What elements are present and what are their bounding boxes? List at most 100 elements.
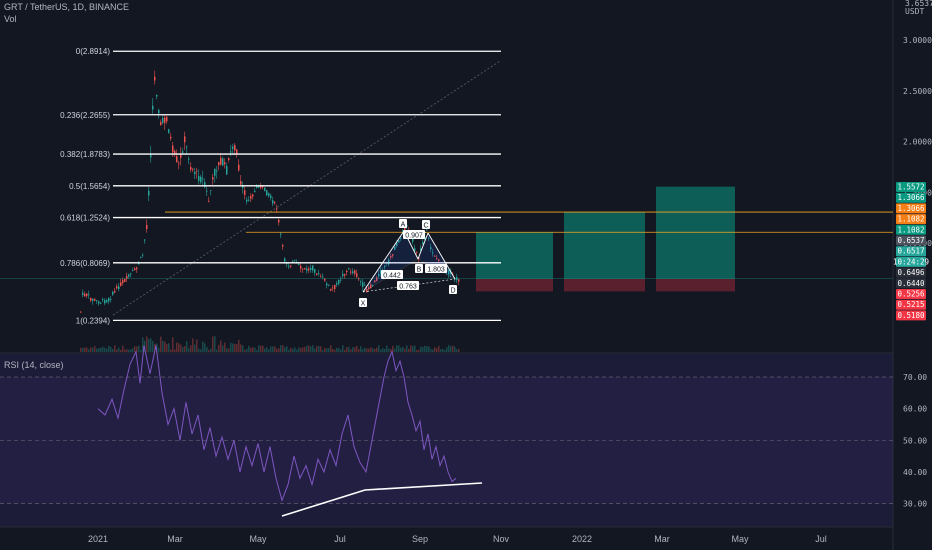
price-tag-box xyxy=(896,310,926,321)
volume-bar xyxy=(404,348,406,352)
candle-body xyxy=(326,283,328,286)
candle-body xyxy=(146,224,148,230)
volume-bar xyxy=(220,340,222,352)
candle-body xyxy=(260,185,262,188)
volume-bar xyxy=(396,345,398,352)
volume-bar xyxy=(118,347,120,352)
candle-body xyxy=(422,242,424,245)
volume-bar xyxy=(236,344,238,352)
volume-bar xyxy=(226,347,228,352)
volume-bar xyxy=(174,349,176,352)
candle-body xyxy=(132,270,134,271)
volume-bar xyxy=(316,346,318,352)
candle-body xyxy=(102,299,104,301)
pattern-xd-line xyxy=(362,278,456,293)
volume-bar xyxy=(388,348,390,352)
price-tag-label: 1.3066 xyxy=(897,204,925,213)
volume-bar xyxy=(82,347,84,352)
volume-bar xyxy=(344,349,346,352)
volume-bar xyxy=(242,345,244,352)
candle-body xyxy=(398,240,400,243)
pattern-ratio-box xyxy=(425,264,447,273)
candle-body xyxy=(196,170,198,172)
volume-bar xyxy=(150,338,152,352)
candle-body xyxy=(114,290,116,293)
stop-loss-zone xyxy=(656,278,735,292)
volume-bar xyxy=(342,345,344,352)
volume-bar xyxy=(262,345,264,352)
price-tag-label: 0.5256 xyxy=(897,290,925,299)
candle-body xyxy=(338,280,340,284)
candle-body xyxy=(170,136,172,139)
candle-body xyxy=(144,239,146,241)
candle-body xyxy=(122,280,124,284)
volume-bar xyxy=(122,345,124,352)
candle-body xyxy=(458,279,460,282)
volume-bar xyxy=(400,347,402,352)
candle-body xyxy=(166,116,168,122)
candle-body xyxy=(158,109,160,114)
volume-bar xyxy=(158,347,160,352)
volume-bar xyxy=(434,347,436,352)
candle-body xyxy=(238,164,240,171)
pattern-leg xyxy=(427,232,456,280)
rsi-line xyxy=(97,345,457,503)
price-tag-label: 10:24:29 xyxy=(893,257,929,266)
volume-bar xyxy=(164,341,166,352)
candle-body xyxy=(414,248,416,251)
candle-body xyxy=(222,158,224,166)
volume-bar xyxy=(276,348,278,352)
volume-bar xyxy=(424,345,426,352)
volume-bar xyxy=(350,349,352,352)
candle-body xyxy=(272,200,274,204)
volume-bar xyxy=(418,349,420,352)
fib-trend-diagonal xyxy=(112,60,501,316)
volume-bar xyxy=(370,347,372,352)
rsi-divergence-trendline xyxy=(281,482,483,517)
candle-body xyxy=(318,273,320,274)
candle-body xyxy=(190,167,192,170)
volume-bar xyxy=(132,347,134,352)
fib-level-label: 0.786(0.8069) xyxy=(60,259,110,268)
candle-body xyxy=(200,176,202,183)
volume-bar xyxy=(208,349,210,352)
candle-body xyxy=(110,299,112,301)
fibonacci-levels: 0(2.8914) 0.236(2.2655) 0.382(1.8783) 0.5(1… xyxy=(60,47,501,325)
volume-bar xyxy=(340,349,342,352)
candle-body xyxy=(92,298,94,301)
volume-bar xyxy=(222,345,224,352)
candle-body xyxy=(142,254,144,256)
volume-bar xyxy=(384,348,386,352)
volume-bar xyxy=(452,345,454,352)
candle-body xyxy=(374,280,376,283)
take-profit-zone xyxy=(564,212,645,279)
volume-bar xyxy=(148,338,150,352)
candle-body xyxy=(250,196,252,199)
volume-bar xyxy=(442,348,444,352)
candle-body xyxy=(264,187,266,191)
pattern-point-label: X xyxy=(361,301,366,308)
pattern-point-box xyxy=(359,298,367,307)
candle-body xyxy=(86,293,88,296)
time-tick-label: 2022 xyxy=(572,534,592,544)
volume-bar xyxy=(392,345,394,352)
candle-body xyxy=(156,94,158,97)
candle-body xyxy=(268,193,270,196)
volume-bar xyxy=(374,348,376,352)
candle-body xyxy=(278,219,280,223)
candle-body xyxy=(120,282,122,286)
volume-bar xyxy=(436,348,438,352)
candle-body xyxy=(308,268,310,271)
volume-bar xyxy=(212,336,214,352)
candle-body xyxy=(404,226,406,230)
volume-bar xyxy=(314,348,316,352)
volume-bar xyxy=(84,347,86,352)
volume-bar xyxy=(332,348,334,352)
candle-body xyxy=(188,158,190,160)
volume-bar xyxy=(192,338,194,352)
volume-bar xyxy=(334,349,336,352)
candle-body xyxy=(356,273,358,277)
volume-bar xyxy=(270,346,272,352)
volume-bar xyxy=(210,348,212,352)
